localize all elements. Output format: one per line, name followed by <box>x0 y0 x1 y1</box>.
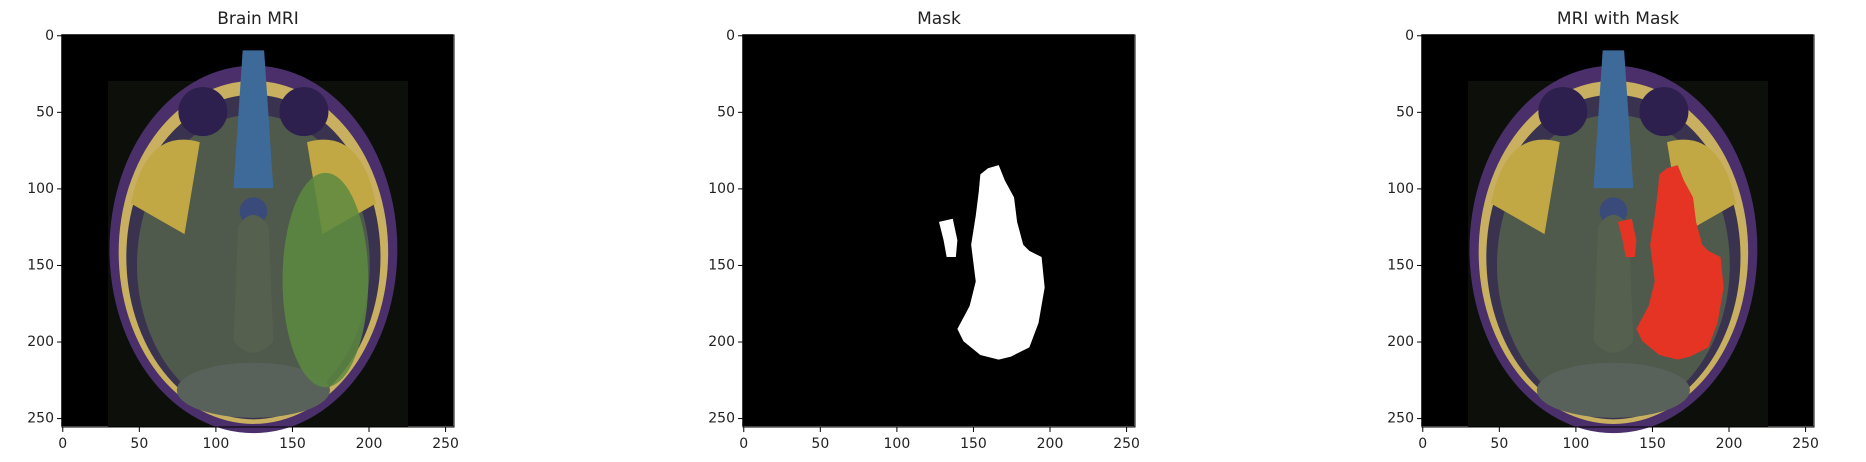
axes-frame <box>61 34 455 428</box>
y-tick-label: 200 <box>1387 334 1414 350</box>
y-tick-label: 250 <box>27 411 54 427</box>
y-tick-label: 150 <box>708 257 735 273</box>
x-tick-label: 250 <box>1792 436 1819 452</box>
y-tick-label: 150 <box>27 257 54 273</box>
y-tick-label: 100 <box>708 181 735 197</box>
subplot-title: Mask <box>917 9 961 29</box>
y-tick-label: 0 <box>1405 28 1414 44</box>
x-tick-label: 250 <box>432 436 459 452</box>
y-tick-label: 50 <box>717 104 735 120</box>
mask-image <box>742 34 1135 427</box>
y-tick-label: 200 <box>27 334 54 350</box>
x-tick-label: 0 <box>1418 436 1427 452</box>
x-tick-label: 100 <box>1563 436 1590 452</box>
y-tick-label: 100 <box>27 181 54 197</box>
x-tick-label: 0 <box>739 436 748 452</box>
overlay-image <box>1421 34 1814 434</box>
x-tick-label: 150 <box>279 436 306 452</box>
x-tick-label: 250 <box>1113 436 1140 452</box>
y-tick-label: 250 <box>1387 411 1414 427</box>
x-tick-label: 150 <box>960 436 987 452</box>
x-tick-label: 200 <box>356 436 383 452</box>
x-tick-label: 0 <box>58 436 67 452</box>
axes-frame <box>742 34 1136 428</box>
x-tick-label: 100 <box>203 436 230 452</box>
x-tick-label: 200 <box>1037 436 1064 452</box>
subplot-title: Brain MRI <box>217 9 298 29</box>
y-tick-label: 100 <box>1387 181 1414 197</box>
y-tick-label: 0 <box>726 28 735 44</box>
x-tick-label: 50 <box>130 436 148 452</box>
x-tick-label: 100 <box>884 436 911 452</box>
y-tick-label: 200 <box>708 334 735 350</box>
subplot-title: MRI with Mask <box>1557 9 1679 29</box>
y-tick-label: 0 <box>45 28 54 44</box>
y-tick-label: 250 <box>708 411 735 427</box>
mri-image <box>61 34 454 434</box>
x-tick-label: 50 <box>811 436 829 452</box>
y-tick-label: 150 <box>1387 257 1414 273</box>
axes-frame <box>1421 34 1815 428</box>
y-tick-label: 50 <box>1396 104 1414 120</box>
x-tick-label: 200 <box>1716 436 1743 452</box>
x-tick-label: 50 <box>1490 436 1508 452</box>
x-tick-label: 150 <box>1639 436 1666 452</box>
y-tick-label: 50 <box>36 104 54 120</box>
